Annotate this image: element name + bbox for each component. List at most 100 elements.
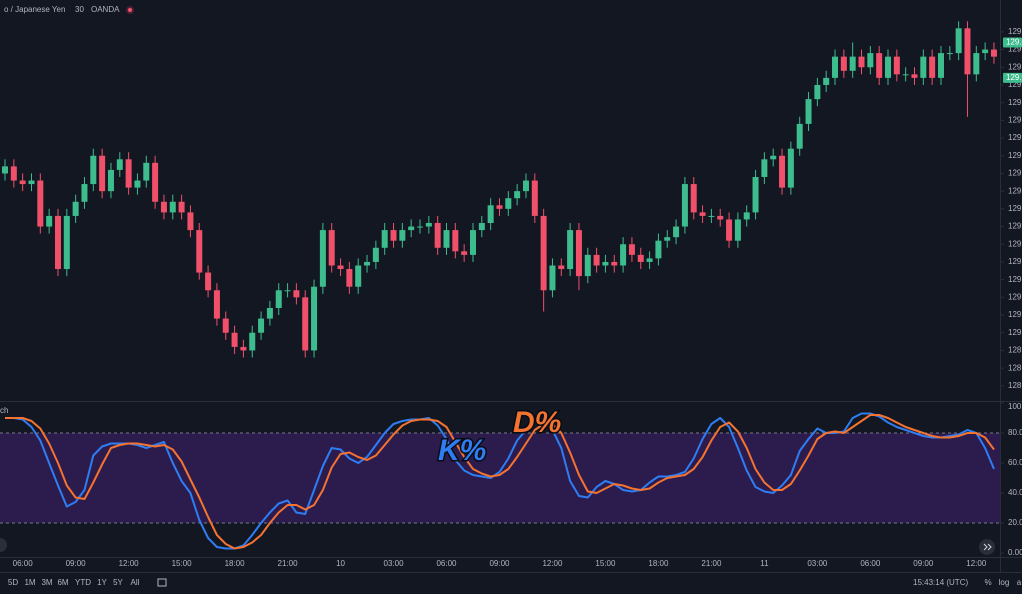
y-tick-label: 129. [1008, 115, 1022, 124]
candle-body [575, 230, 582, 277]
candle-body [699, 212, 706, 216]
y-tick-label: 129. [1008, 222, 1022, 231]
candle-body [876, 53, 883, 78]
candle-body [2, 166, 8, 174]
candle-body [408, 226, 415, 231]
candle-body [99, 155, 106, 192]
candle-body [602, 261, 609, 266]
candle-body [54, 215, 61, 270]
candle-body [955, 28, 962, 54]
range-button[interactable]: All [131, 578, 140, 587]
y-tick-label: 129. [1008, 310, 1022, 319]
y-tick-label: 129. [1008, 328, 1022, 337]
x-tick-label: 03:00 [807, 559, 828, 568]
candle-body [964, 28, 971, 75]
range-button[interactable]: YTD [75, 578, 91, 587]
stochastic-pane: 100.0 80.00 60.00 40.00 20.00 0.00 06:00 09:00 1… [0, 402, 1022, 568]
x-tick-label: 15:00 [172, 559, 193, 568]
x-tick-label: 18:00 [225, 559, 246, 568]
candle-body [355, 265, 362, 287]
candle-body [10, 166, 17, 181]
scale-option[interactable]: a [1017, 578, 1022, 587]
candle-body [178, 201, 185, 213]
compare-icon[interactable] [157, 578, 167, 587]
candle-body [266, 307, 273, 319]
x-tick-label: 09:00 [66, 559, 87, 568]
legend-label: D% [513, 406, 561, 439]
y-tick-label: 129. [1008, 62, 1022, 71]
x-tick-label: 12:00 [542, 559, 563, 568]
price-marker [1003, 37, 1022, 48]
candle-body [231, 332, 238, 347]
candle-body [885, 56, 891, 78]
range-button[interactable]: 5Y [113, 578, 123, 587]
legend-label: K% [438, 434, 486, 467]
x-tick-label: 06:00 [860, 559, 881, 568]
candle-body [169, 201, 176, 213]
candle-body [558, 265, 565, 270]
candle-body [770, 155, 777, 160]
candle-body [584, 254, 591, 277]
y-tick-label: 128. [1008, 381, 1022, 390]
candle-body [567, 230, 574, 270]
y-tick-label: 128. [1008, 363, 1022, 372]
candle-body [240, 346, 247, 351]
candle-body [399, 230, 406, 241]
candle-body [425, 223, 432, 227]
x-tick-label: 12:00 [966, 559, 987, 568]
y-tick-label: 129. [1008, 133, 1022, 142]
x-tick-label: 21:00 [701, 559, 722, 568]
y-tick-label: 129. [1008, 169, 1022, 178]
candle-body [187, 212, 194, 231]
candle-body [796, 123, 803, 149]
candle-body [469, 230, 476, 255]
candle-body [620, 244, 627, 266]
candle-body [726, 219, 733, 241]
y-tick-label: 129. [1008, 186, 1022, 195]
status-dot [128, 8, 132, 12]
candle-body [152, 162, 159, 202]
candle-body [37, 180, 44, 227]
candle-body [858, 56, 865, 68]
y-tick-label: 40.00 [1008, 488, 1022, 497]
candle-body [505, 198, 512, 209]
candle-body [867, 53, 874, 68]
range-button[interactable]: 1M [24, 578, 35, 587]
interval[interactable]: 30 [75, 5, 84, 14]
candle-body [364, 261, 371, 266]
scale-option[interactable]: log [999, 578, 1010, 587]
range-button[interactable]: 1Y [97, 578, 107, 587]
scale-option[interactable]: % [984, 578, 991, 587]
range-button[interactable]: 6M [57, 578, 68, 587]
candle-body [19, 180, 26, 185]
x-tick-label: 09:00 [489, 559, 510, 568]
candle-body [205, 272, 212, 291]
range-button[interactable]: 3M [41, 578, 52, 587]
candle-body [417, 226, 424, 228]
candles: 129.129.129.129.129.129.129.129.129.129.… [2, 21, 1022, 390]
candle-body [478, 223, 485, 231]
candle-body [381, 230, 388, 248]
candle-body [708, 215, 715, 217]
candle-body [514, 191, 521, 199]
toolbar: 5D 1M 3M 6M YTD 1Y 5Y All% log a [8, 578, 1022, 587]
candle-body [107, 169, 114, 192]
range-button[interactable]: 5D [8, 578, 18, 587]
candle-body [637, 254, 644, 262]
candle-body [990, 49, 997, 57]
candle-body [893, 56, 900, 75]
x-tick-label: 21:00 [278, 559, 299, 568]
candle-body [593, 254, 600, 266]
candle-body [293, 290, 300, 298]
scroll-left-button[interactable] [0, 538, 7, 552]
x-tick-label: 18:00 [648, 559, 669, 568]
candle-body [787, 148, 794, 188]
candle-body [973, 53, 980, 75]
candle-body [540, 215, 547, 291]
candle-body [832, 56, 839, 78]
candle-body [743, 212, 750, 220]
y-tick-label: 129. [1008, 239, 1022, 248]
y-tick-label: 0.00 [1008, 548, 1022, 557]
x-tick-label: 15:00 [595, 559, 616, 568]
